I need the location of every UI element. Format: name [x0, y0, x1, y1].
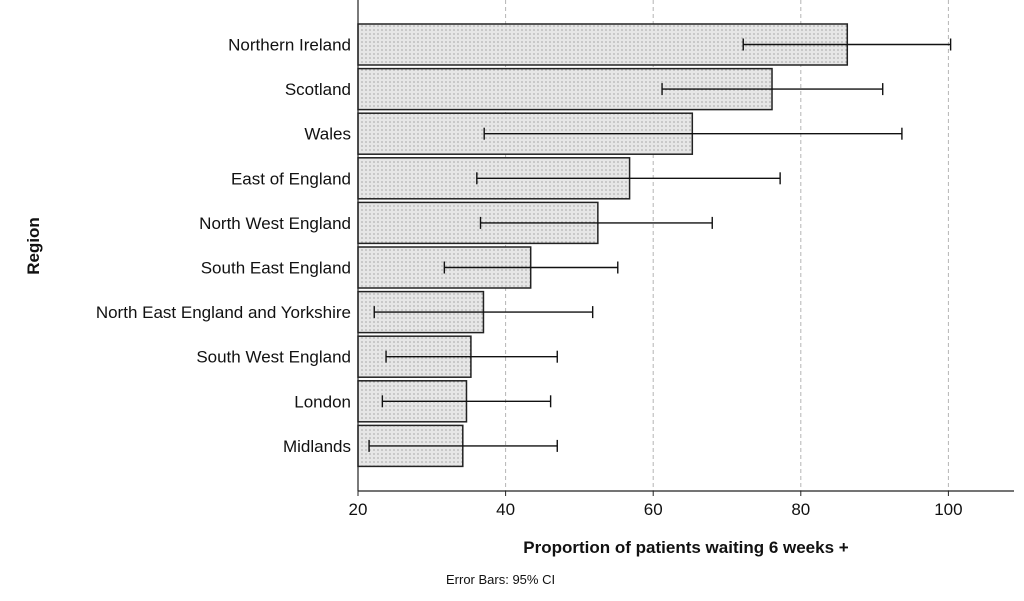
error-bars [368, 38, 952, 452]
category-label: South West England [196, 348, 351, 367]
x-axis-title: Proportion of patients waiting 6 weeks + [523, 538, 848, 557]
x-tick-label: 60 [644, 500, 663, 519]
category-label: London [294, 392, 351, 411]
x-tick-label: 20 [349, 500, 368, 519]
category-label: Scotland [285, 80, 351, 99]
category-label: Midlands [283, 437, 351, 456]
x-tick-label: 100 [934, 500, 962, 519]
bars [357, 23, 849, 468]
x-tick-label: 40 [496, 500, 515, 519]
x-tick-labels: 20 40 60 80 100 [349, 491, 963, 519]
category-label: North West England [199, 214, 351, 233]
category-labels: Northern Ireland Scotland Wales East of Eng… [96, 36, 351, 456]
category-label: East of England [231, 169, 351, 188]
category-label: South East England [201, 259, 351, 278]
axes [357, 0, 1014, 492]
category-label: North East England and Yorkshire [96, 303, 351, 322]
y-axis-title: Region [24, 217, 43, 275]
error-bars-footnote: Error Bars: 95% CI [446, 572, 555, 587]
gridlines [505, 0, 949, 491]
category-label: Wales [304, 125, 351, 144]
category-label: Northern Ireland [228, 36, 351, 55]
x-tick-label: 80 [791, 500, 810, 519]
